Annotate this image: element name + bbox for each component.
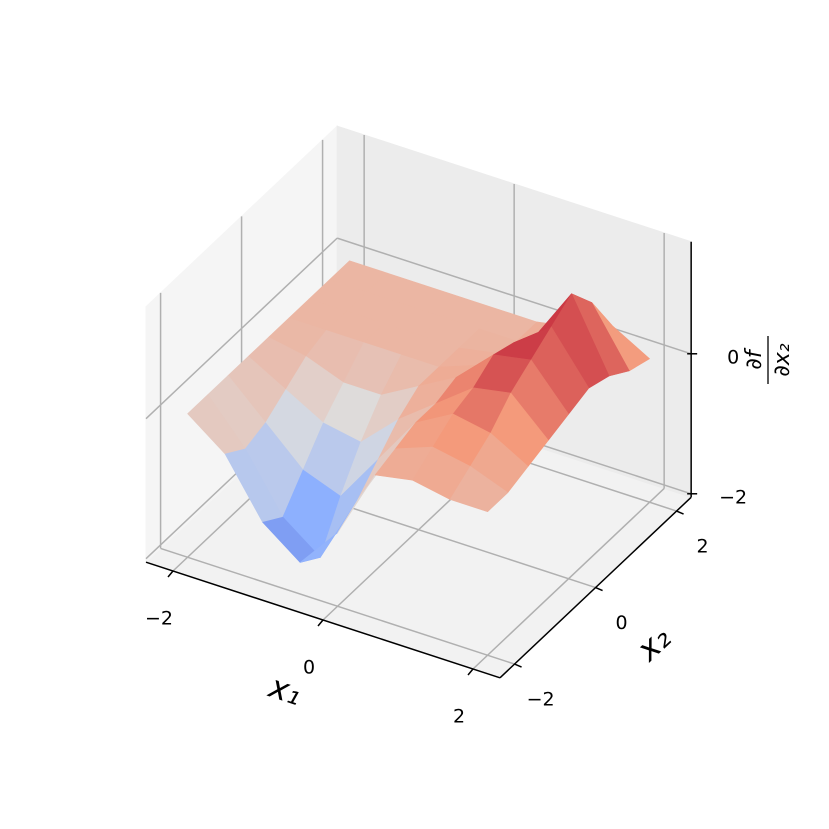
y-tick-label: −2 [527,689,555,711]
z-tick-label: 0 [727,346,739,368]
grid-line [336,237,692,355]
grid-line [160,547,515,665]
x-tick [167,570,174,578]
y-tick-label: 0 [616,612,628,634]
x-tick-label: 2 [453,706,465,728]
x-tick-label: 0 [303,657,315,679]
z-label-denominator: ∂x₂ [770,343,795,376]
x-tick [467,668,474,676]
x-tick-label: −2 [145,608,173,630]
y-tick-label: 2 [697,536,709,558]
grid-line [145,237,338,420]
y-tick [676,510,684,515]
z-axis-label: ∂f ∂x₂ [742,336,795,384]
y-axis-label: x₂ [628,619,678,669]
x-axis-label: x₁ [264,667,307,713]
z-label-numerator: ∂f [742,347,767,369]
y-tick [514,663,522,668]
y-tick [595,586,603,592]
z-tick-label: −2 [719,486,747,508]
y-axis [499,496,692,679]
x-tick [317,619,324,627]
surface-patch [449,466,509,513]
